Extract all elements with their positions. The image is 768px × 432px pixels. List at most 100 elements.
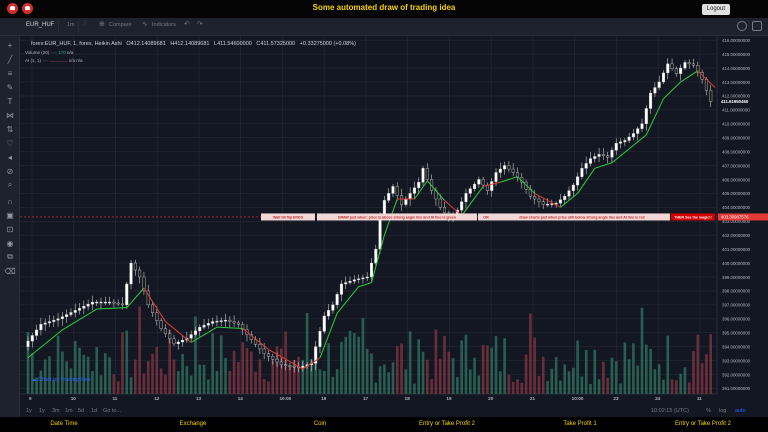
timeframe-button[interactable]: 3m: [52, 408, 60, 414]
magnet-icon[interactable]: ∩: [7, 196, 13, 206]
text-icon[interactable]: T: [7, 96, 13, 106]
candle-body: [400, 195, 404, 205]
timeframe-button[interactable]: 1y: [39, 408, 45, 414]
candle-body: [670, 63, 674, 69]
timeframe-button[interactable]: Go to...: [103, 408, 122, 414]
candle-body: [704, 78, 708, 91]
volume-label[interactable]: Volume (20): [25, 50, 50, 55]
timeframe-button[interactable]: 5d: [78, 408, 85, 414]
app-logo-icon: [7, 3, 18, 14]
chart-style-icon[interactable]: ⫶: [84, 20, 86, 27]
timeframe-button[interactable]: 1y: [26, 408, 32, 414]
candle-body: [211, 321, 215, 324]
volume-bar: [43, 359, 47, 394]
volume-bar: [340, 341, 343, 394]
candle-body: [288, 365, 292, 367]
volume-ma-value: n/a: [66, 50, 74, 55]
candle-body: [198, 326, 202, 332]
interval-selector[interactable]: 1m: [67, 22, 75, 28]
trash-icon[interactable]: ⌫: [4, 266, 16, 276]
redo-icon[interactable]: ↷: [197, 21, 203, 28]
volume-bar: [468, 369, 472, 394]
volume-bar: [168, 329, 171, 394]
candle-body: [142, 276, 146, 292]
timeframe-button[interactable]: 1d: [91, 408, 98, 414]
candle-body: [614, 143, 618, 151]
candle-body: [215, 320, 219, 323]
volume-bar: [159, 368, 163, 394]
volume-bar: [245, 348, 249, 394]
logout-button[interactable]: Logout: [701, 4, 730, 15]
volume-bar: [387, 372, 390, 394]
percent-toggle[interactable]: %: [706, 408, 711, 414]
candle-body: [550, 203, 554, 205]
crosshair-icon[interactable]: +: [7, 40, 13, 50]
tradingview-watermark[interactable]: ☁ Chart by TradingView: [31, 377, 91, 383]
volume-bar: [404, 369, 408, 394]
measure-icon[interactable]: ◂: [7, 152, 12, 162]
volume-bar: [692, 350, 695, 394]
undo-icon[interactable]: ↶: [184, 21, 190, 28]
settings-icon[interactable]: [737, 21, 747, 31]
lock-icon[interactable]: ⊡: [6, 224, 14, 234]
candle-body: [26, 340, 30, 347]
volume-bar: [520, 382, 524, 394]
trend-line-icon[interactable]: ╱: [7, 54, 13, 64]
icons-tool-icon[interactable]: ♡: [6, 138, 14, 148]
volume-bar: [666, 335, 670, 394]
pattern-icon[interactable]: ⋈: [6, 110, 14, 120]
candle-body: [103, 301, 107, 304]
lock-drawings-icon[interactable]: ▣: [6, 210, 14, 220]
volume-bar: [494, 336, 498, 394]
y-tick-label: 399.00000000: [722, 275, 751, 280]
brush-icon[interactable]: ✎: [6, 82, 14, 92]
layers-icon[interactable]: ⧉: [7, 252, 13, 261]
volume-bar: [507, 374, 511, 394]
legend-high: H412.14089681: [170, 41, 210, 47]
timeframe-button[interactable]: 1m: [65, 408, 73, 414]
fib-icon[interactable]: ≡: [7, 68, 13, 78]
indicators-button[interactable]: Indicators: [152, 22, 176, 28]
candle-body: [120, 303, 124, 306]
ruler-icon[interactable]: ⊘: [6, 166, 14, 176]
ai-label[interactable]: AI (1, 1): [25, 58, 42, 63]
y-tick-label: 403.00000000: [722, 219, 751, 224]
compare-button[interactable]: Compare: [109, 22, 132, 28]
ai-indicator-line: [426, 180, 445, 201]
fullscreen-icon[interactable]: [752, 21, 762, 31]
volume-bar: [262, 379, 266, 394]
candle-body: [228, 319, 232, 322]
prediction-icon[interactable]: ⇅: [6, 124, 14, 134]
eye-icon[interactable]: ◉: [6, 238, 14, 248]
volume-bar: [554, 357, 558, 394]
volume-bar: [318, 369, 322, 394]
chart-canvas[interactable]: 416.00000000 415.00000000 414.00000000 413.…: [20, 36, 768, 406]
candle-body: [90, 301, 94, 305]
symbol-search[interactable]: EUR_HUF: [26, 22, 55, 28]
tradingview-cloud-icon: ☁: [31, 377, 37, 383]
candle-body: [82, 306, 86, 309]
compare-icon[interactable]: ⊕: [99, 21, 105, 28]
x-tick-label: 23: [613, 396, 619, 401]
volume-bar: [112, 374, 116, 394]
zoom-icon[interactable]: ⌕: [7, 180, 13, 189]
candle-body: [696, 65, 700, 73]
y-tick-label: 392.00000000: [722, 372, 751, 377]
candle-body: [301, 365, 305, 368]
candle-body: [151, 304, 155, 313]
footer-column-label: Coin: [313, 421, 327, 427]
auto-toggle[interactable]: auto: [735, 408, 746, 414]
volume-bar: [146, 360, 150, 394]
indicators-icon[interactable]: ∿: [142, 21, 148, 28]
clock-readout[interactable]: 10:02:15 (UTC): [651, 408, 689, 414]
candle-body: [404, 198, 408, 205]
price-chart[interactable]: 416.00000000 415.00000000 414.00000000 413.…: [20, 36, 768, 406]
legend-series-title[interactable]: forex:EUR_HUF, 1, forex, Heikin Ashi: [31, 41, 122, 47]
candle-body: [687, 62, 691, 65]
log-toggle[interactable]: log: [719, 408, 727, 414]
candle-body: [567, 190, 571, 197]
volume-bar: [481, 345, 485, 394]
candle-body: [52, 319, 56, 322]
volume-bar: [421, 351, 425, 394]
last-price-tag-bg: [718, 97, 768, 105]
